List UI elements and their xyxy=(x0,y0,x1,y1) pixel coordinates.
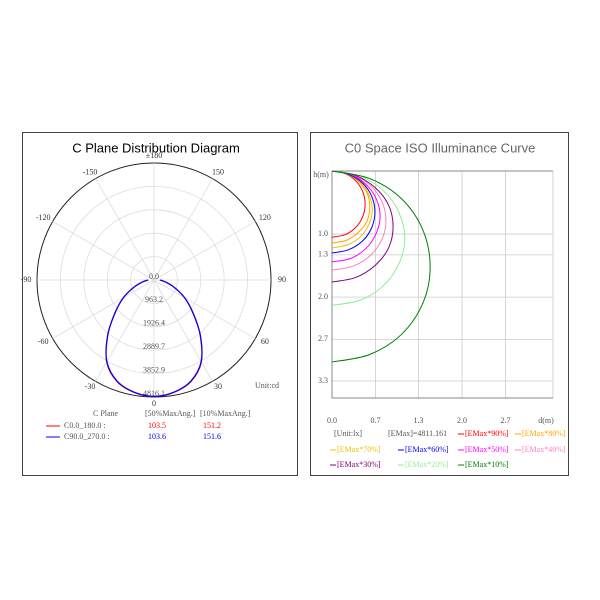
legend-value: 103.6 xyxy=(148,432,166,441)
grid-spoke xyxy=(153,178,213,281)
angle-tick-label: 150 xyxy=(212,167,224,176)
iso-curve xyxy=(331,170,381,263)
unit-label: Unit:cd xyxy=(255,381,279,390)
radial-tick-label: 2889.7 xyxy=(143,342,165,351)
angle-tick-label: -60 xyxy=(38,337,49,346)
chart-title: C Plane Distribution Diagram xyxy=(72,140,240,155)
radial-tick-label: 963.2 xyxy=(145,295,163,304)
chart-title: C0 Space ISO Illuminance Curve xyxy=(345,140,536,155)
grid-spoke xyxy=(52,221,155,281)
angle-tick-label: 120 xyxy=(259,213,271,222)
angle-tick-label: ±180 xyxy=(146,151,162,160)
intensity-curve xyxy=(105,279,203,397)
note: [Unit:lx] xyxy=(334,429,362,438)
iso-curve xyxy=(331,170,387,271)
angle-tick-label: 0 xyxy=(152,399,156,408)
legend-label: [EMax*80%] xyxy=(522,429,566,438)
iso-curve xyxy=(331,170,406,306)
grid-spoke xyxy=(52,279,155,339)
iso-curve xyxy=(331,170,376,254)
x-tick-label: 0.7 xyxy=(371,416,381,425)
radial-tick-label: 1926.4 xyxy=(143,319,165,328)
angle-tick-label: -30 xyxy=(85,382,96,391)
legend-value: 151.6 xyxy=(203,432,221,441)
x-axis-label: d(m) xyxy=(538,416,554,425)
legend-value: 151.2 xyxy=(203,421,221,430)
radial-tick-label: 4816.1 xyxy=(143,389,165,398)
radial-tick-label: 0.0 xyxy=(149,272,159,281)
angle-tick-label: -120 xyxy=(36,213,51,222)
panel-iso xyxy=(310,132,569,476)
legend-label: [EMax*40%] xyxy=(522,445,566,454)
angle-tick-label: 90 xyxy=(278,275,286,284)
legend-header: [10%MaxAng.] xyxy=(200,409,251,418)
iso-curve xyxy=(331,170,394,283)
legend-label: [EMax*20%] xyxy=(405,460,449,469)
legend-header: [50%MaxAng.] xyxy=(145,409,196,418)
legend-label: C0.0_180.0 : xyxy=(64,421,106,430)
x-tick-label: 0.0 xyxy=(327,416,337,425)
radial-tick-label: 3852.9 xyxy=(143,365,165,374)
grid-spoke xyxy=(95,279,155,382)
x-tick-label: 2.7 xyxy=(501,416,511,425)
angle-tick-label: -150 xyxy=(83,167,98,176)
legend-label: [EMax*50%] xyxy=(465,445,509,454)
grid-spoke xyxy=(153,221,256,281)
y-axis-label: h(m) xyxy=(313,170,329,179)
y-tick-label: 1.3 xyxy=(318,250,328,259)
y-tick-label: 2.0 xyxy=(318,292,328,301)
grid-spoke xyxy=(95,178,155,281)
x-tick-label: 2.0 xyxy=(457,416,467,425)
legend-label: [EMax*70%] xyxy=(337,445,381,454)
legend-value: 103.5 xyxy=(148,421,166,430)
y-tick-label: 2.7 xyxy=(318,334,328,343)
legend-label: [EMax*90%] xyxy=(465,429,509,438)
iso-curve xyxy=(331,170,366,238)
x-tick-label: 1.3 xyxy=(413,416,423,425)
legend-label: C90.0_270.0 : xyxy=(64,432,110,441)
angle-tick-label: 30 xyxy=(214,382,222,391)
legend-label: [EMax*10%] xyxy=(465,460,509,469)
legend-label: [EMax*60%] xyxy=(405,445,449,454)
panel-polar xyxy=(22,132,298,476)
legend-header: C Plane xyxy=(93,409,119,418)
y-tick-label: 3.3 xyxy=(318,376,328,385)
note: [EMax]=4811.161 xyxy=(388,429,447,438)
grid-spoke xyxy=(153,279,256,339)
angle-tick-label: -90 xyxy=(21,275,32,284)
y-tick-label: 1.0 xyxy=(318,229,328,238)
legend-label: [EMax*30%] xyxy=(337,460,381,469)
grid-spoke xyxy=(153,279,213,382)
iso-curve xyxy=(331,170,431,363)
angle-tick-label: 60 xyxy=(261,337,269,346)
